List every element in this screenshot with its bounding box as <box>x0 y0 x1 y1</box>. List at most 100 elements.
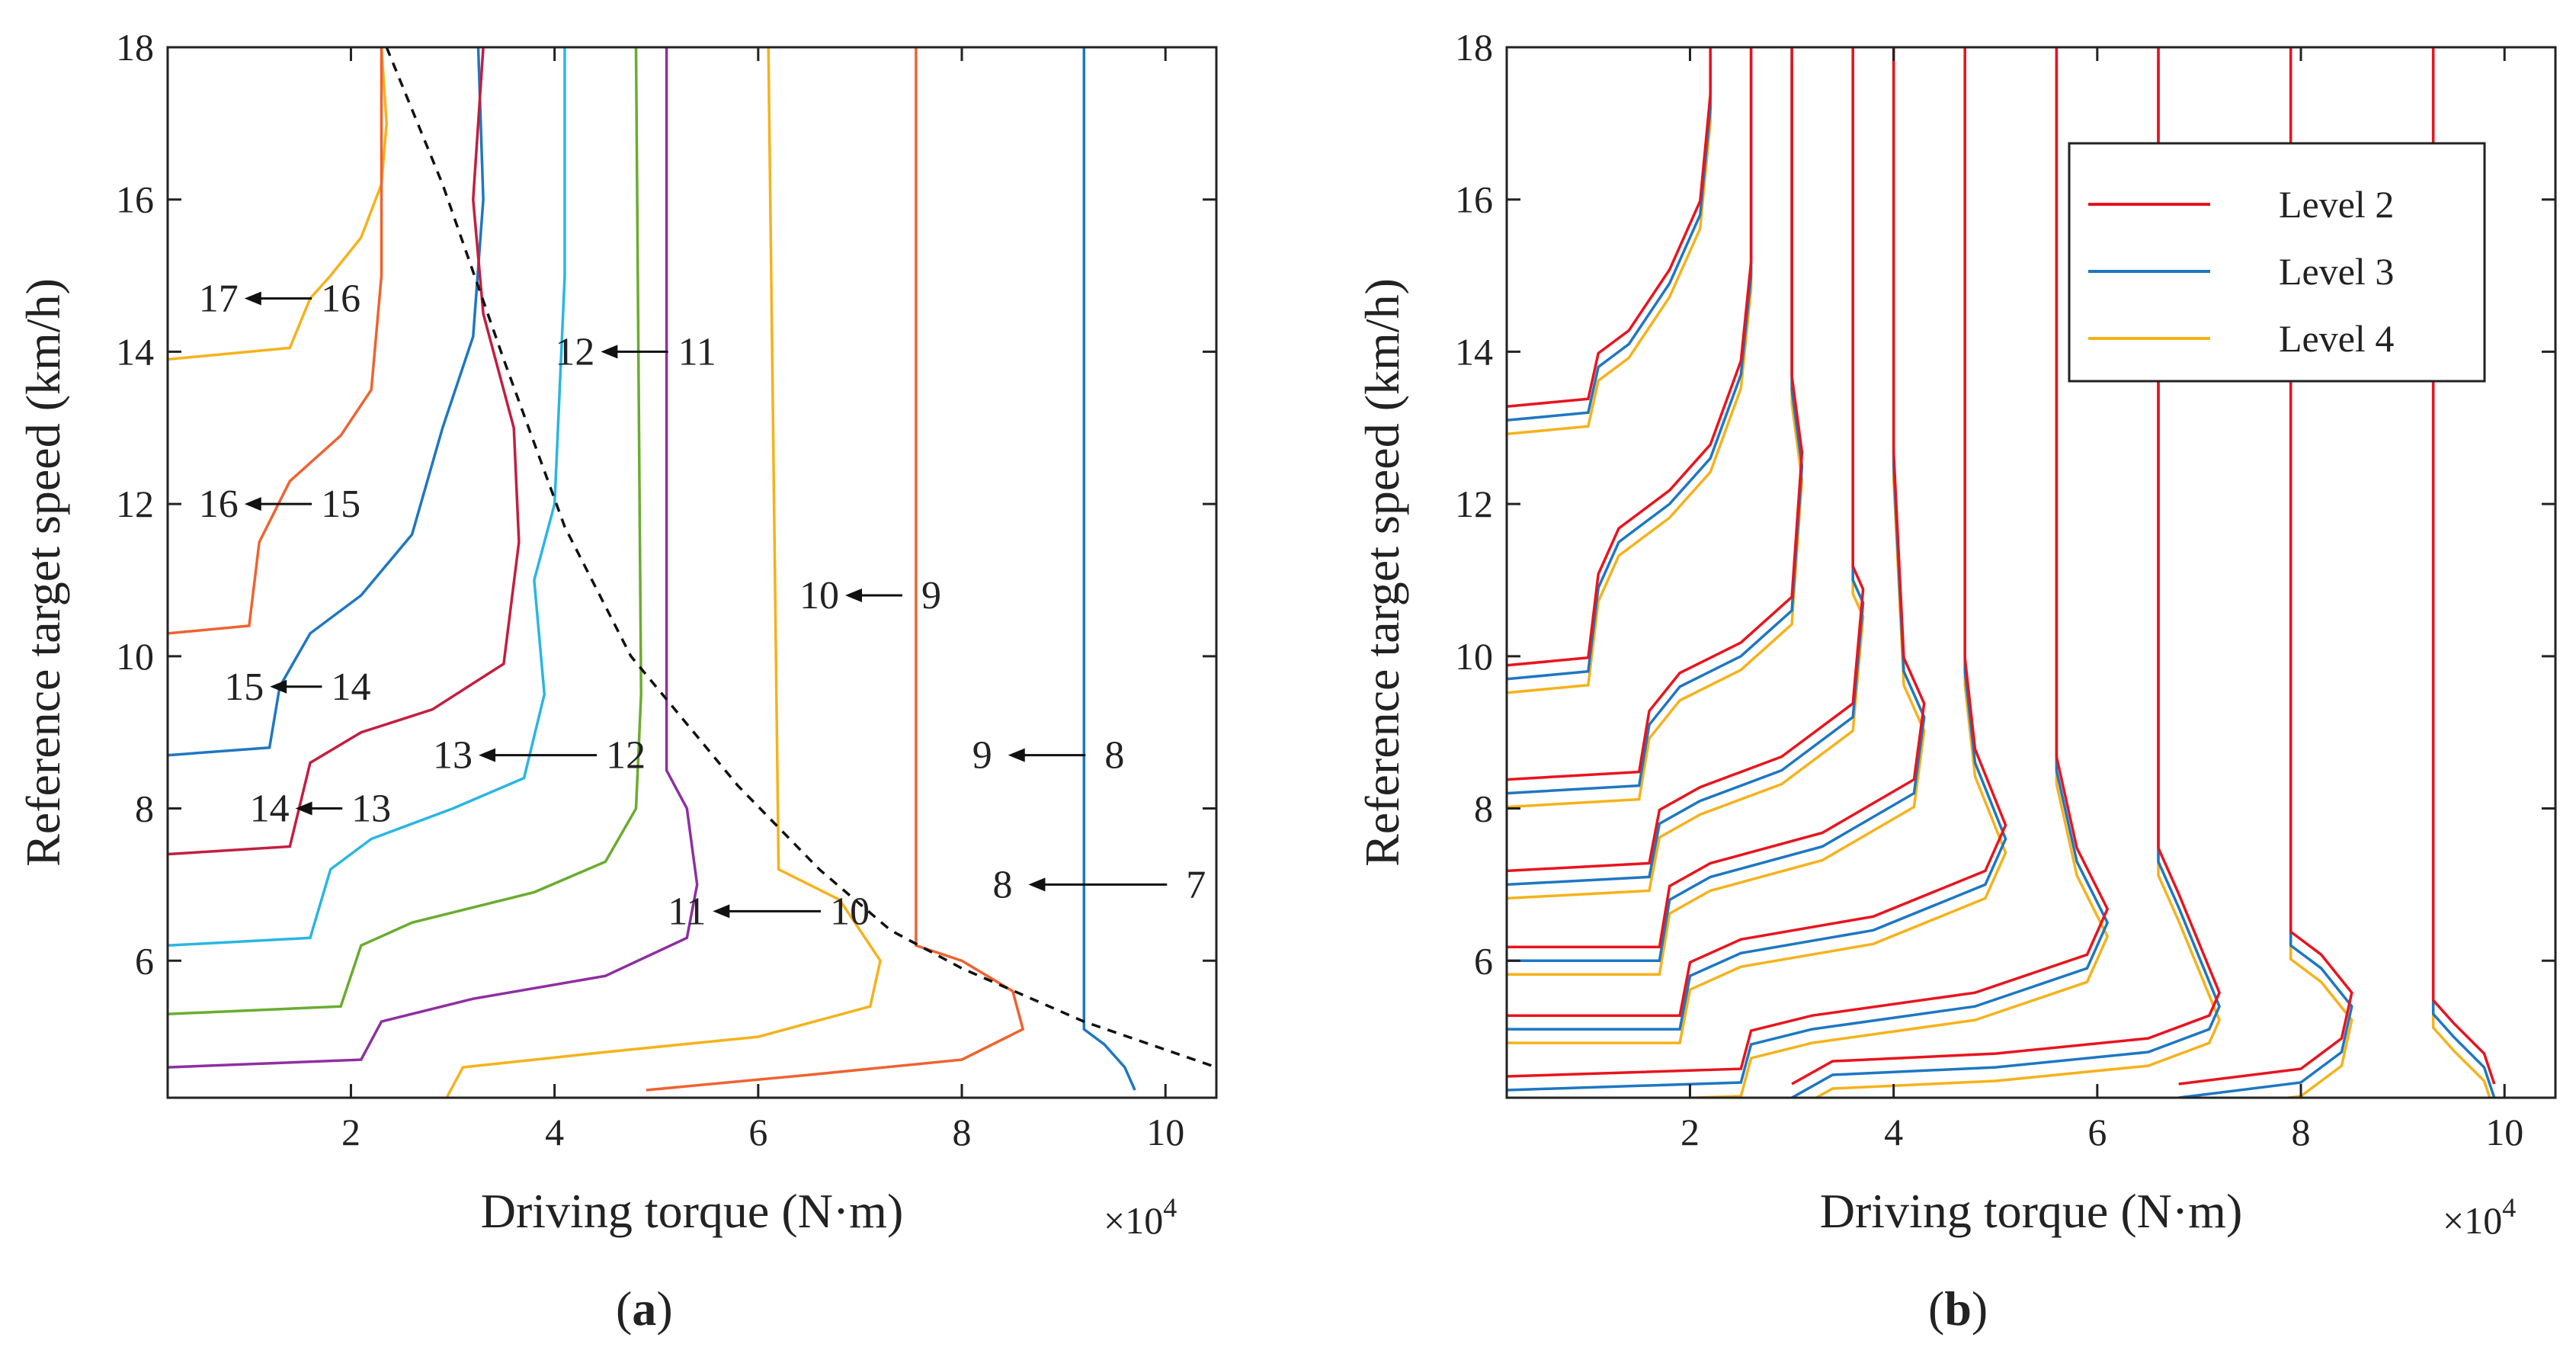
series-line-level-3 <box>2178 47 2353 1098</box>
series-line <box>646 47 1025 1092</box>
y-tick-label: 12 <box>1455 483 1493 525</box>
y-tick-label: 6 <box>1474 939 1493 982</box>
series-line <box>168 47 521 856</box>
y-axis-title-b: Reference target speed (km/h) <box>1355 278 1409 867</box>
series-group <box>1507 47 2496 1098</box>
axes-frame-b <box>1505 46 2557 1099</box>
legend-label: Level 2 <box>2279 183 2394 226</box>
annotation-to-label: 17 <box>199 277 239 321</box>
x-tick-label: 10 <box>1146 1111 1184 1153</box>
annotation-from-label: 7 <box>1186 863 1206 906</box>
annotation-to-label: 16 <box>199 483 239 526</box>
annotation-from-label: 11 <box>678 330 716 374</box>
x-tick-label: 4 <box>545 1111 564 1153</box>
series-line-level-3 <box>1507 47 1926 963</box>
annotation-to-label: 13 <box>433 734 473 778</box>
series-line-level-3 <box>1507 47 1865 887</box>
series-line-level-2 <box>1507 47 1865 873</box>
y-tick-label: 16 <box>1455 178 1493 221</box>
axes-frame-a <box>166 46 1218 1099</box>
y-tick-label: 16 <box>116 178 154 221</box>
annotation-from-label: 14 <box>331 665 370 709</box>
x-tick-label: 2 <box>341 1111 360 1153</box>
annotation-from-label: 16 <box>321 277 360 321</box>
annotation-arrow-head <box>244 497 261 512</box>
plot-area-a: 2 4 6 8 10 6 8 10 12 14 16 18 17 16 16 15 15 14 14 13 13 12 12… <box>116 26 1216 1153</box>
annotation-arrow-head <box>713 904 730 919</box>
legend-label: Level 3 <box>2279 250 2394 293</box>
series-line-level-2 <box>2178 47 2353 1086</box>
x-tick-label: 6 <box>2087 1111 2107 1153</box>
series-line <box>168 47 388 361</box>
annotation-from-label: 9 <box>921 574 941 617</box>
series-line-level-2 <box>1507 47 1926 949</box>
annotation-arrow-head <box>1028 877 1046 892</box>
annotation-arrow-head <box>479 748 496 762</box>
annotation-from-label: 15 <box>321 483 360 526</box>
series-group <box>168 47 1216 1098</box>
annotation-from-label: 10 <box>830 890 870 933</box>
boundary-dashed-line <box>385 47 1216 1069</box>
x-tick-label: 8 <box>953 1111 972 1153</box>
y-tick-label: 12 <box>116 483 154 525</box>
series-line-level-3 <box>1507 47 1753 681</box>
y-tick-label: 6 <box>135 939 154 982</box>
legend-label: Level 4 <box>2279 317 2394 360</box>
x-multiplier-b: ×104 <box>2443 1192 2516 1242</box>
series-line-level-2 <box>1507 47 1753 667</box>
annotation-arrow-head <box>270 679 287 694</box>
annotation-to-label: 15 <box>224 665 264 709</box>
series-line <box>168 47 485 757</box>
annotation-group: 17 16 16 15 15 14 14 13 13 12 12 11 11 10 10 9 9 8 8 7 <box>199 277 1206 934</box>
series-line-level-4 <box>1507 61 2007 1044</box>
series-line-level-3 <box>1507 47 1804 795</box>
annotation-arrow-head <box>295 801 312 816</box>
series-line-level-2 <box>1507 47 2007 1017</box>
y-axis-title-a: Reference target speed (km/h) <box>16 278 70 867</box>
series-line-level-4 <box>1507 61 1753 694</box>
x-axis-title-b: Driving torque (N·m) <box>1820 1184 2243 1238</box>
series-line-level-3 <box>1507 47 2110 1092</box>
y-tick-label: 10 <box>1455 635 1493 678</box>
panel-caption-b: (b) <box>1928 1281 1988 1336</box>
x-tick-label: 8 <box>2292 1111 2311 1153</box>
series-line-level-2 <box>2431 47 2496 1085</box>
x-axis-title-a: Driving torque (N·m) <box>481 1184 904 1238</box>
y-tick-label: 10 <box>116 635 154 678</box>
series-line-level-2 <box>1507 47 2110 1078</box>
annotation-to-label: 10 <box>799 574 839 617</box>
legend: Level 2 Level 3 Level 4 <box>2068 142 2486 383</box>
y-tick-label: 18 <box>1455 26 1493 69</box>
y-tick-label: 14 <box>1455 330 1493 373</box>
annotation-from-label: 13 <box>351 787 391 831</box>
series-line <box>445 47 882 1098</box>
series-line-level-4 <box>1813 61 2222 1098</box>
series-line-level-4 <box>1507 61 1804 809</box>
series-line <box>168 47 699 1069</box>
series-line-level-3 <box>1791 47 2222 1098</box>
y-tick-label: 8 <box>1474 787 1493 830</box>
annotation-to-label: 9 <box>972 734 992 778</box>
annotation-to-label: 11 <box>668 890 706 933</box>
series-line <box>168 47 642 1015</box>
annotation-from-label: 12 <box>606 734 646 778</box>
series-line-level-3 <box>1507 47 1712 422</box>
series-line-level-4 <box>1507 61 1926 976</box>
annotation-from-label: 8 <box>1104 734 1124 778</box>
plot-area-b: 2 4 6 8 10 6 8 10 12 14 16 18 <box>1455 26 2555 1153</box>
annotation-arrow-head <box>601 345 618 359</box>
series-line <box>168 47 383 635</box>
series-line-level-4 <box>1653 61 2110 1098</box>
series-line <box>1082 47 1136 1091</box>
series-line-level-2 <box>1507 47 1804 781</box>
x-tick-label: 2 <box>1680 1111 1700 1153</box>
annotation-arrow-head <box>244 291 261 306</box>
x-tick-label: 10 <box>2485 1111 2523 1153</box>
series-line-level-4 <box>1507 61 1865 900</box>
annotation-arrow-head <box>844 588 862 602</box>
series-line-level-3 <box>1507 47 2007 1031</box>
y-tick-label: 14 <box>116 330 154 373</box>
x-tick-label: 4 <box>1884 1111 1903 1153</box>
